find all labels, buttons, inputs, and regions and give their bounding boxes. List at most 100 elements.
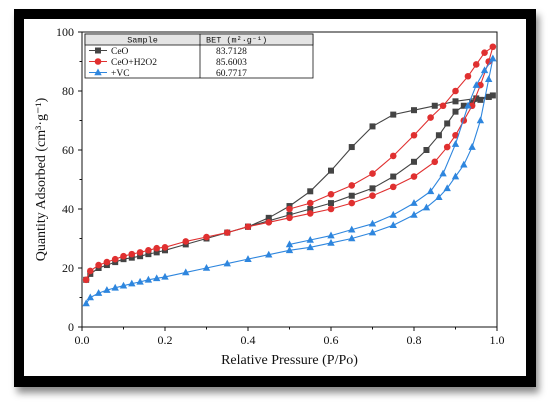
data-point xyxy=(182,238,190,245)
legend-marker xyxy=(94,58,102,65)
data-point xyxy=(348,144,355,151)
data-point xyxy=(128,250,136,258)
data-point xyxy=(136,249,144,256)
legend-header-sample: Sample xyxy=(127,36,158,46)
data-point xyxy=(145,251,152,258)
data-point xyxy=(136,277,144,285)
data-point xyxy=(328,167,334,174)
data-point xyxy=(389,221,397,229)
data-point xyxy=(451,140,460,147)
data-point xyxy=(119,281,128,289)
plot-frame-group: 0.0 0.2 0.4 0.6 0.8 1.0 0 20 40 60 80 100 xyxy=(56,25,505,347)
data-point xyxy=(468,143,476,150)
data-point xyxy=(144,275,153,283)
data-point xyxy=(307,188,314,195)
x-tick-label: 0.0 xyxy=(75,333,90,347)
figure-canvas xyxy=(24,19,526,376)
series-2 xyxy=(82,43,497,284)
data-point xyxy=(306,210,314,217)
data-point xyxy=(306,235,314,243)
data-point xyxy=(327,238,335,246)
data-point xyxy=(286,205,293,213)
y-tick-label: 100 xyxy=(56,25,74,39)
data-point xyxy=(410,210,418,218)
data-point xyxy=(464,72,472,80)
data-point xyxy=(327,205,335,213)
data-point xyxy=(223,229,231,236)
x-tick-label: 1.0 xyxy=(490,333,505,347)
data-point xyxy=(306,199,314,207)
data-point xyxy=(390,111,397,118)
legend-series-name: +VC xyxy=(111,69,130,79)
data-point xyxy=(285,246,294,254)
series-line xyxy=(85,58,494,304)
data-point xyxy=(389,183,397,191)
data-point xyxy=(460,102,467,109)
x-tick-label: 0.8 xyxy=(407,333,422,347)
data-point xyxy=(489,43,497,51)
data-point xyxy=(431,158,439,166)
data-point xyxy=(348,199,356,207)
legend-header-row xyxy=(84,33,314,46)
data-point xyxy=(410,199,418,206)
data-point xyxy=(435,132,442,139)
data-point xyxy=(369,123,376,130)
data-point xyxy=(327,190,335,198)
data-point xyxy=(426,187,435,195)
data-point xyxy=(473,95,480,102)
y-tick-label: 60 xyxy=(62,143,74,157)
data-point xyxy=(87,267,94,275)
data-point xyxy=(120,252,127,260)
data-point xyxy=(431,102,438,109)
data-point xyxy=(265,218,273,226)
data-point xyxy=(82,299,90,307)
data-point xyxy=(477,96,484,103)
data-point xyxy=(244,223,252,230)
data-point xyxy=(444,120,451,127)
x-tick-label: 0.2 xyxy=(158,333,173,347)
series-1 xyxy=(83,92,496,283)
data-point xyxy=(422,203,431,211)
data-point xyxy=(485,75,493,82)
data-point xyxy=(153,244,160,252)
data-point xyxy=(328,200,334,207)
series-group xyxy=(82,43,497,307)
data-point xyxy=(348,225,356,233)
data-point xyxy=(128,254,135,261)
data-point xyxy=(427,114,434,121)
data-point xyxy=(476,116,485,124)
data-point xyxy=(472,81,480,88)
data-point xyxy=(153,249,160,256)
data-point xyxy=(452,108,459,115)
data-point xyxy=(390,173,397,180)
data-point xyxy=(128,279,136,287)
data-point xyxy=(368,228,377,236)
data-point xyxy=(244,255,252,262)
data-point xyxy=(464,101,472,109)
data-point xyxy=(480,66,489,74)
legend-marker xyxy=(94,68,102,76)
legend-bet-value: 85.6003 xyxy=(216,58,247,68)
data-point xyxy=(137,253,144,260)
data-point xyxy=(411,107,417,114)
data-point xyxy=(348,234,356,242)
data-point xyxy=(460,160,468,168)
data-point xyxy=(86,293,94,301)
data-point xyxy=(452,131,459,139)
data-point xyxy=(443,184,451,192)
data-point xyxy=(145,247,152,254)
series-3 xyxy=(82,54,497,307)
data-point xyxy=(369,185,376,192)
data-point xyxy=(203,233,210,241)
data-point xyxy=(82,276,90,284)
data-point xyxy=(111,283,119,291)
data-point xyxy=(182,268,190,276)
legend-bet-value: 83.7128 xyxy=(216,47,247,57)
data-point xyxy=(94,289,103,296)
legend-bet-value: 60.7717 xyxy=(216,69,247,79)
y-tick-label: 20 xyxy=(62,261,74,275)
y-tick-label: 80 xyxy=(62,84,74,98)
data-point xyxy=(489,54,497,62)
data-point xyxy=(423,147,430,153)
data-point xyxy=(286,214,293,222)
